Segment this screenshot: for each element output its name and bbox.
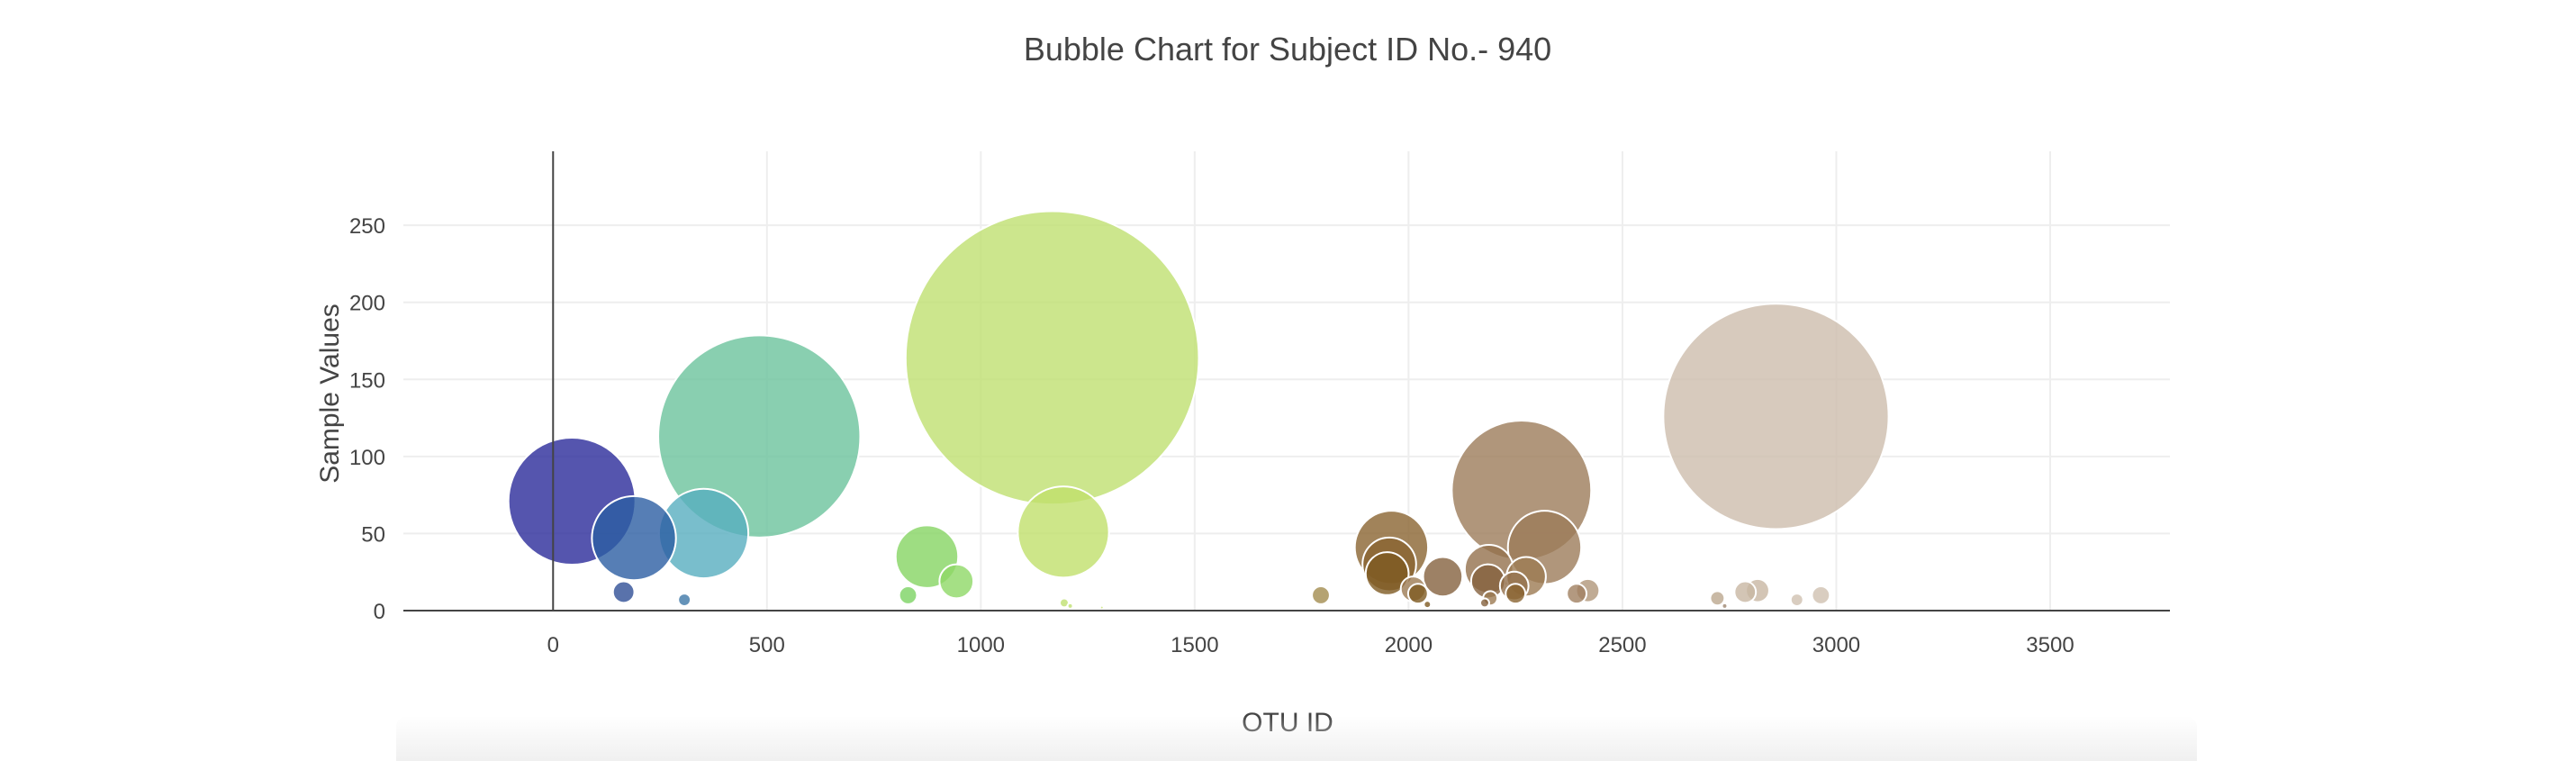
bubble-point[interactable] bbox=[938, 563, 975, 600]
bubble-point[interactable] bbox=[1721, 602, 1729, 610]
y-tick-label: 150 bbox=[349, 368, 385, 393]
bubble-point[interactable] bbox=[1017, 485, 1110, 579]
bottom-shadow bbox=[396, 716, 2197, 761]
bubble-point[interactable] bbox=[591, 494, 677, 582]
bubble-point[interactable] bbox=[1709, 590, 1726, 607]
bubble-point[interactable] bbox=[1422, 556, 1464, 598]
x-tick-label: 3500 bbox=[2026, 633, 2074, 657]
bubble-point[interactable] bbox=[1733, 580, 1758, 604]
bubble-point[interactable] bbox=[677, 593, 692, 607]
bubble-point[interactable] bbox=[1566, 583, 1588, 605]
bubble-point[interactable] bbox=[1066, 602, 1074, 610]
bubble-point[interactable] bbox=[1406, 583, 1429, 605]
y-tick-label: 0 bbox=[374, 600, 385, 624]
bubble-point[interactable] bbox=[1311, 584, 1331, 605]
y-tick-label: 250 bbox=[349, 214, 385, 239]
x-tick-label: 3000 bbox=[1812, 633, 1860, 657]
x-tick-label: 500 bbox=[749, 633, 785, 657]
bubble-point[interactable] bbox=[657, 334, 862, 539]
bubble-point[interactable] bbox=[1098, 604, 1105, 611]
y-axis-title: Sample Values bbox=[315, 303, 345, 484]
x-tick-label: 1500 bbox=[1170, 633, 1218, 657]
bubble-point[interactable] bbox=[611, 580, 636, 604]
chart-title: Bubble Chart for Subject ID No.- 940 bbox=[1024, 31, 1551, 68]
bubble-point[interactable] bbox=[1478, 597, 1490, 609]
bubble-point[interactable] bbox=[1505, 583, 1527, 605]
bubble-point[interactable] bbox=[1364, 551, 1410, 596]
bubble-point[interactable] bbox=[904, 210, 1200, 506]
axis-layer: 0 500 1000 1500 2000 2500 3000 3500 0 50 100 150 200… bbox=[349, 151, 2170, 657]
x-tick-label: 0 bbox=[547, 633, 559, 657]
bubble-point[interactable] bbox=[1811, 584, 1831, 605]
bubble-point[interactable] bbox=[1662, 303, 1890, 530]
x-tick-label: 2500 bbox=[1598, 633, 1646, 657]
bubble-point[interactable] bbox=[1423, 600, 1433, 610]
x-tick-label: 2000 bbox=[1385, 633, 1433, 657]
bubble-layer bbox=[507, 210, 1890, 611]
y-tick-label: 200 bbox=[349, 292, 385, 316]
x-tick-label: 1000 bbox=[957, 633, 1005, 657]
y-tick-label: 100 bbox=[349, 446, 385, 470]
bubble-point[interactable] bbox=[1789, 593, 1804, 607]
y-tick-label: 50 bbox=[361, 522, 385, 547]
bubble-point[interactable] bbox=[898, 584, 918, 605]
